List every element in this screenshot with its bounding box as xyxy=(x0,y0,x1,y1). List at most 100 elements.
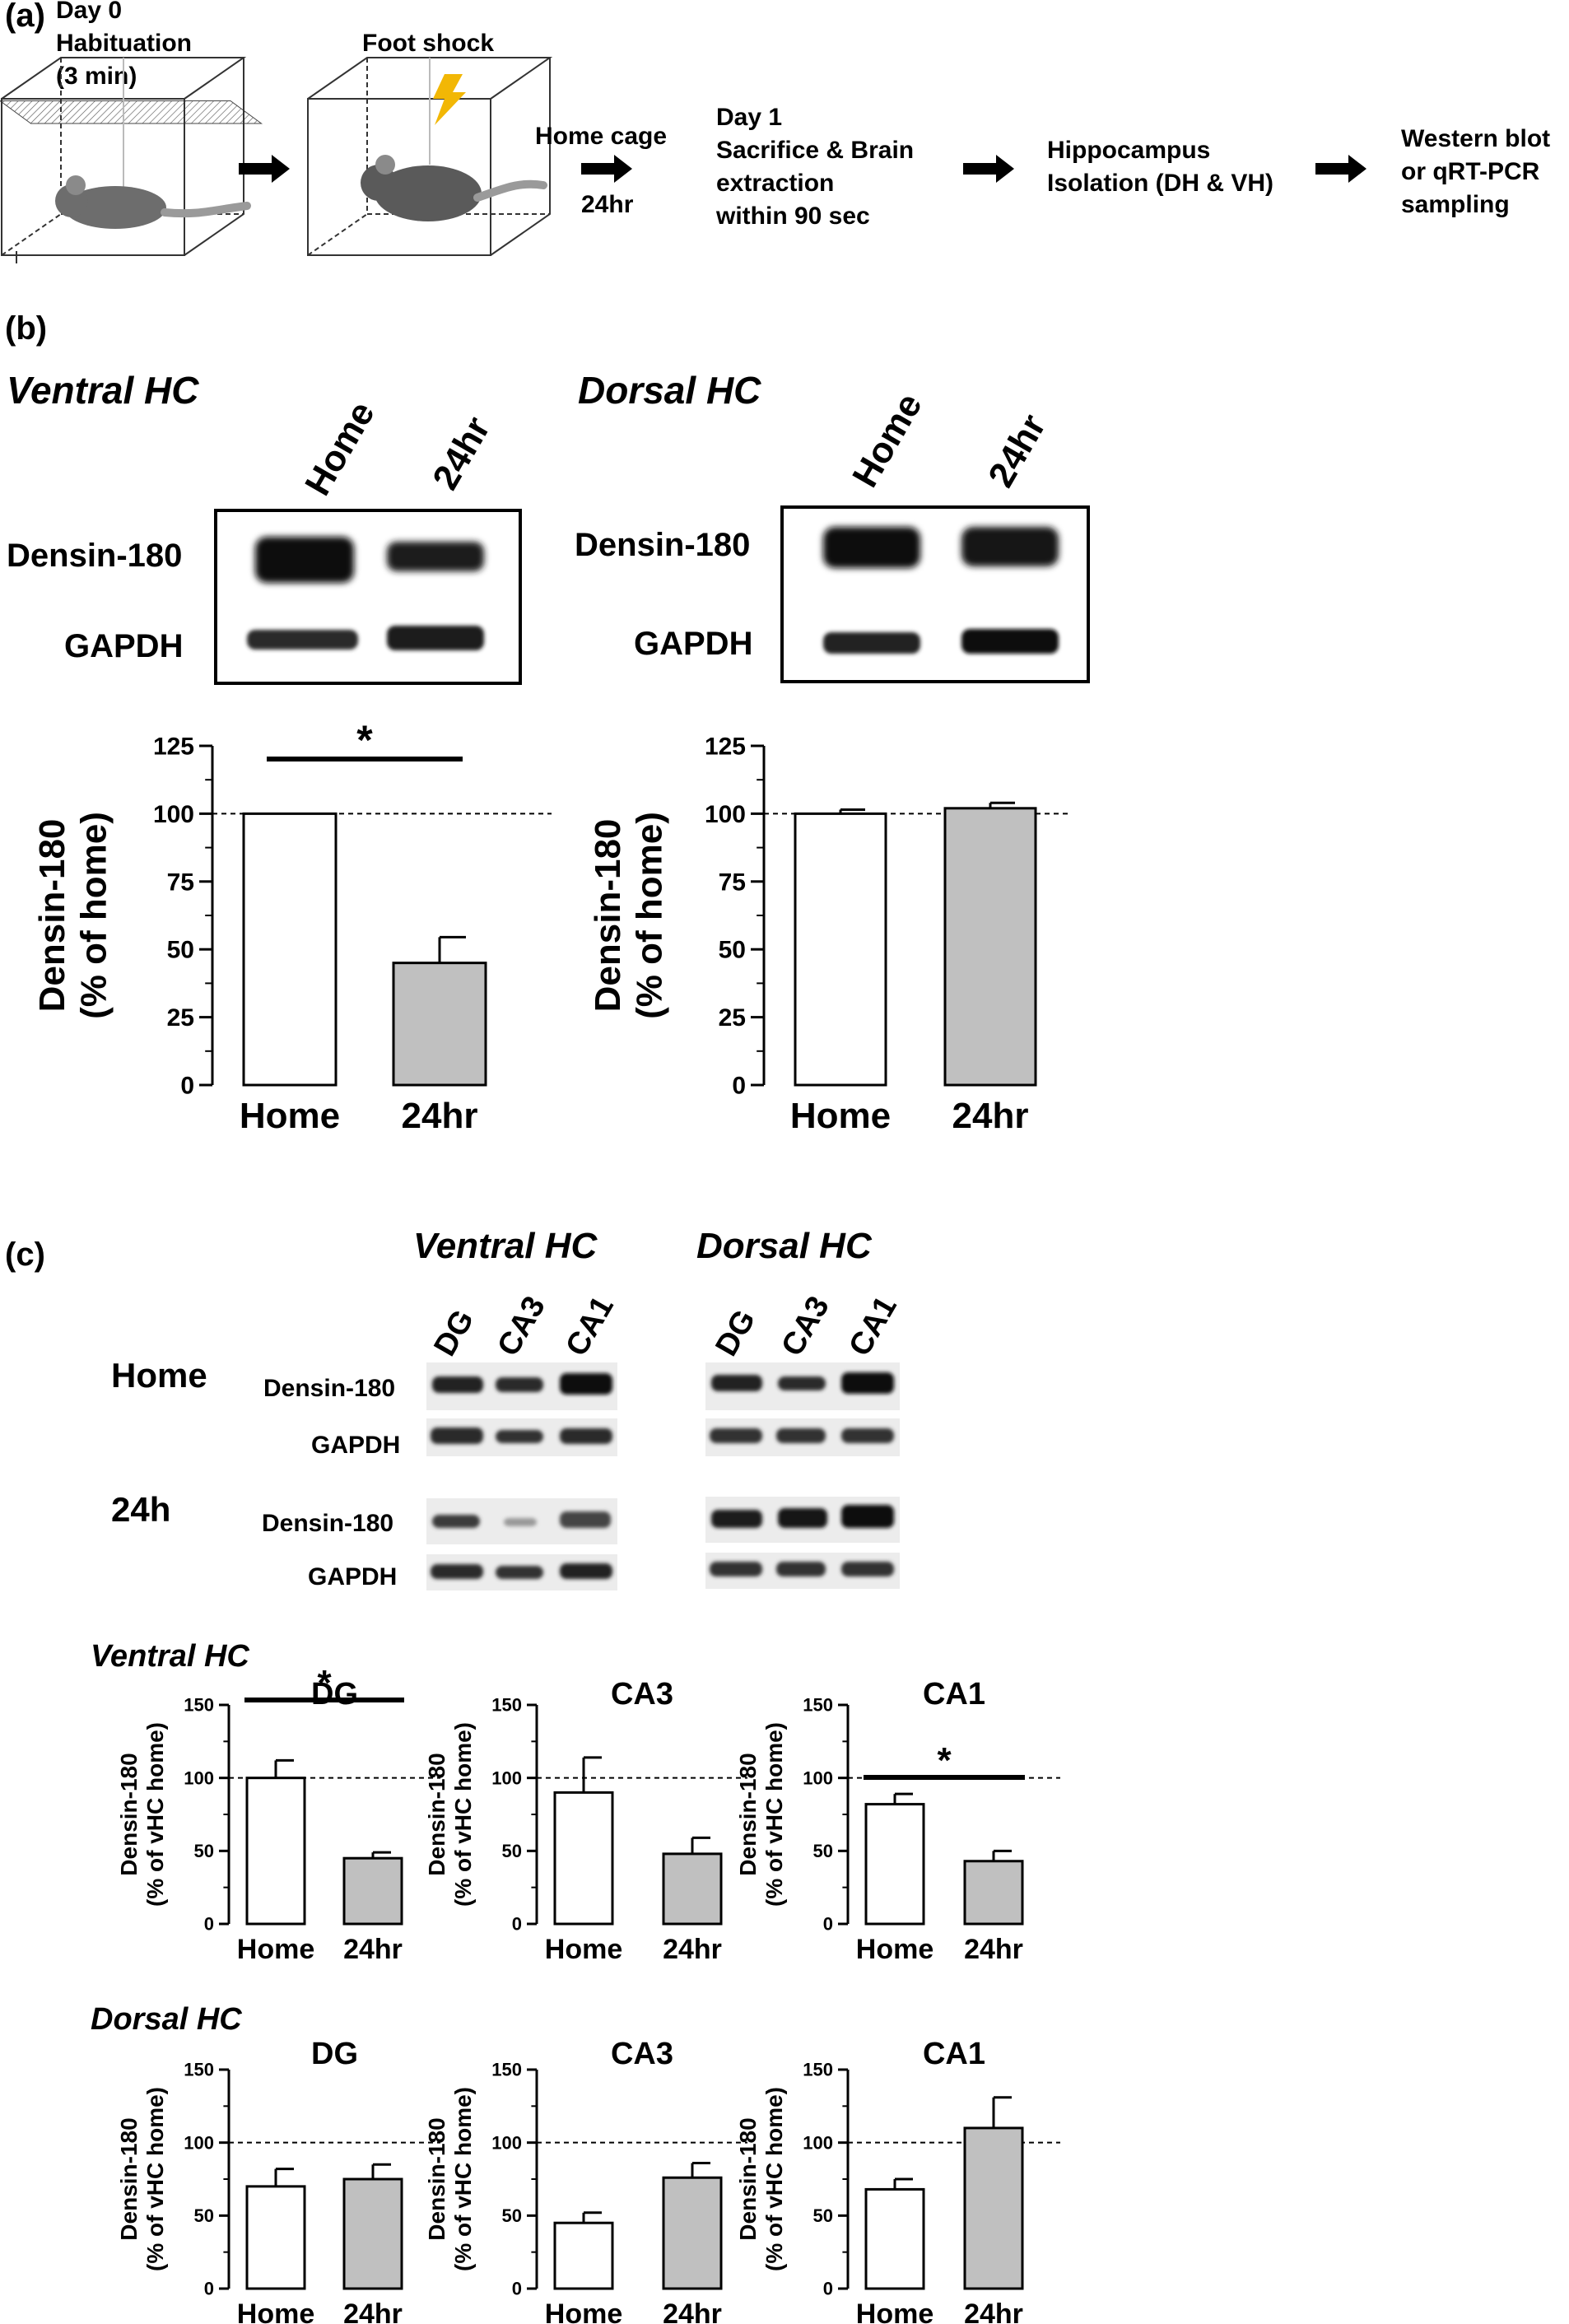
bar xyxy=(864,2187,925,2290)
blot-row-densin: Densin-180 xyxy=(7,538,182,574)
y-tick-label: 100 xyxy=(184,2132,214,2153)
habituation-line-3: (3 min) xyxy=(56,63,137,90)
y-axis-label: (% of vHC home) xyxy=(450,2087,476,2271)
chart-c-ventral-dg: 0 50 100 150 Densin-180 (% of vHC home) Home 24… xyxy=(116,1663,440,1965)
ventral-hc-title: Ventral HC xyxy=(7,369,199,412)
western-blot-region xyxy=(426,1362,617,1590)
y-tick-label: 100 xyxy=(491,1767,522,1788)
y-axis-label: Densin-180 xyxy=(735,1753,761,1875)
chart-c-ventral-ca1: 0 50 100 150 Densin-180 (% of vHC home) Home 24… xyxy=(735,1677,1060,1965)
y-axis-label: (% of vHC home) xyxy=(450,1722,476,1907)
bar xyxy=(245,1777,306,1926)
y-tick-label: 50 xyxy=(194,2205,214,2226)
day1-line-1: Day 1 xyxy=(716,104,782,131)
y-tick-label: 100 xyxy=(705,801,746,828)
significance-marker: * xyxy=(356,717,373,763)
y-axis-label: Densin-180 xyxy=(116,2117,142,2240)
y-axis-label: (% of home) xyxy=(630,812,670,1019)
blot-row-densin: Densin-180 xyxy=(575,527,750,563)
bar xyxy=(662,2176,723,2290)
y-tick-label: 150 xyxy=(184,2060,214,2080)
bar xyxy=(794,812,887,1087)
y-tick-label: 125 xyxy=(705,734,746,761)
chart-b-ventral: 0 25 50 75 100 125 Densin-180 (% of home) Home 24… xyxy=(32,717,552,1136)
blot-row-gapdh: GAPDH xyxy=(64,628,183,664)
y-tick-label: 150 xyxy=(491,2060,522,2080)
y-tick-label: 100 xyxy=(803,1767,833,1788)
y-tick-label: 0 xyxy=(823,2279,833,2299)
x-tick-label: Home xyxy=(856,1934,933,1965)
hippocampus-line-2: Isolation (DH & VH) xyxy=(1047,170,1273,197)
y-tick-label: 0 xyxy=(204,1914,214,1935)
y-tick-label: 0 xyxy=(732,1073,746,1100)
day1-line-2: Sacrifice & Brain xyxy=(716,137,914,164)
blot-row-densin: Densin-180 xyxy=(263,1375,395,1402)
bar xyxy=(242,812,338,1087)
lane-label-24hr: 24hr xyxy=(980,408,1054,494)
y-tick-label: 150 xyxy=(803,2060,833,2080)
western-blot-dorsal xyxy=(780,505,1090,683)
y-tick-label: 50 xyxy=(167,937,194,964)
y-axis-label: (% of vHC home) xyxy=(142,1722,168,1907)
y-tick-label: 100 xyxy=(153,801,194,828)
bar xyxy=(245,2185,306,2290)
panel-a: (a) Day 0 Habituation (3 min) Foot shock xyxy=(0,0,1550,263)
y-tick-label: 75 xyxy=(719,869,746,896)
bar xyxy=(963,2126,1024,2290)
x-tick-label: Home xyxy=(545,1934,622,1965)
x-tick-label: 24hr xyxy=(343,2298,403,2324)
mouse-icon xyxy=(55,175,251,229)
y-tick-label: 25 xyxy=(167,1004,194,1032)
y-axis-label: (% of vHC home) xyxy=(761,2087,787,2271)
arrow-icon xyxy=(239,155,290,183)
panel-c-label: (c) xyxy=(5,1237,45,1273)
y-tick-label: 0 xyxy=(823,1914,833,1935)
dorsal-hc-title: Dorsal HC xyxy=(696,1226,873,1266)
y-tick-label: 150 xyxy=(184,1695,214,1716)
bar xyxy=(342,1856,403,1926)
y-tick-label: 0 xyxy=(512,1914,522,1935)
significance-marker: * xyxy=(317,1663,332,1703)
bar xyxy=(342,2177,403,2290)
x-tick-label: Home xyxy=(237,2298,314,2324)
x-tick-label: 24hr xyxy=(964,1934,1023,1965)
y-tick-label: 50 xyxy=(719,937,746,964)
y-tick-label: 0 xyxy=(204,2279,214,2299)
y-tick-label: 50 xyxy=(194,1841,214,1861)
y-tick-label: 100 xyxy=(803,2132,833,2153)
hippocampus-line-1: Hippocampus xyxy=(1047,137,1210,164)
y-axis-label: (% of vHC home) xyxy=(142,2087,168,2271)
y-tick-label: 25 xyxy=(719,1004,746,1032)
shocked-mouse-icon xyxy=(361,155,547,221)
y-axis-label: Densin-180 xyxy=(116,1753,142,1875)
bar xyxy=(943,807,1037,1087)
chart-title: DG xyxy=(311,2037,358,2071)
chart-c-dorsal-ca3: 0 50 100 150 Densin-180 (% of vHC home) Home 24… xyxy=(424,2037,747,2324)
blot-row-gapdh: GAPDH xyxy=(634,626,752,662)
bar xyxy=(864,1803,925,1926)
chart-title: DG xyxy=(311,1677,358,1712)
chart-c-dorsal-dg: 0 50 100 150 Densin-180 (% of vHC home) Home 24… xyxy=(116,2037,440,2324)
row-label-home: Home xyxy=(111,1356,207,1395)
home-cage-label: Home cage xyxy=(535,123,667,150)
home-cage-duration: 24hr xyxy=(581,191,634,218)
chart-title: CA3 xyxy=(611,2037,673,2071)
bar xyxy=(963,1860,1024,1926)
y-axis-label: Densin-180 xyxy=(588,819,628,1013)
foot-shock-cage-icon xyxy=(307,57,553,256)
y-tick-label: 75 xyxy=(167,869,194,896)
y-tick-label: 150 xyxy=(803,1695,833,1716)
x-tick-label: Home xyxy=(856,2298,933,2324)
x-tick-label: 24hr xyxy=(663,1934,722,1965)
western-blot-ventral xyxy=(214,509,522,685)
lane-label-ca3: CA3 xyxy=(491,1291,552,1362)
chart-title: CA1 xyxy=(923,2037,985,2071)
y-axis-label: Densin-180 xyxy=(424,1753,449,1875)
y-tick-label: 50 xyxy=(502,2205,522,2226)
x-tick-label: Home xyxy=(240,1096,340,1136)
x-tick-label: Home xyxy=(237,1934,314,1965)
lane-label-ca3: CA3 xyxy=(775,1291,836,1362)
bar xyxy=(553,1791,614,1926)
y-axis-label: (% of vHC home) xyxy=(761,1722,787,1907)
